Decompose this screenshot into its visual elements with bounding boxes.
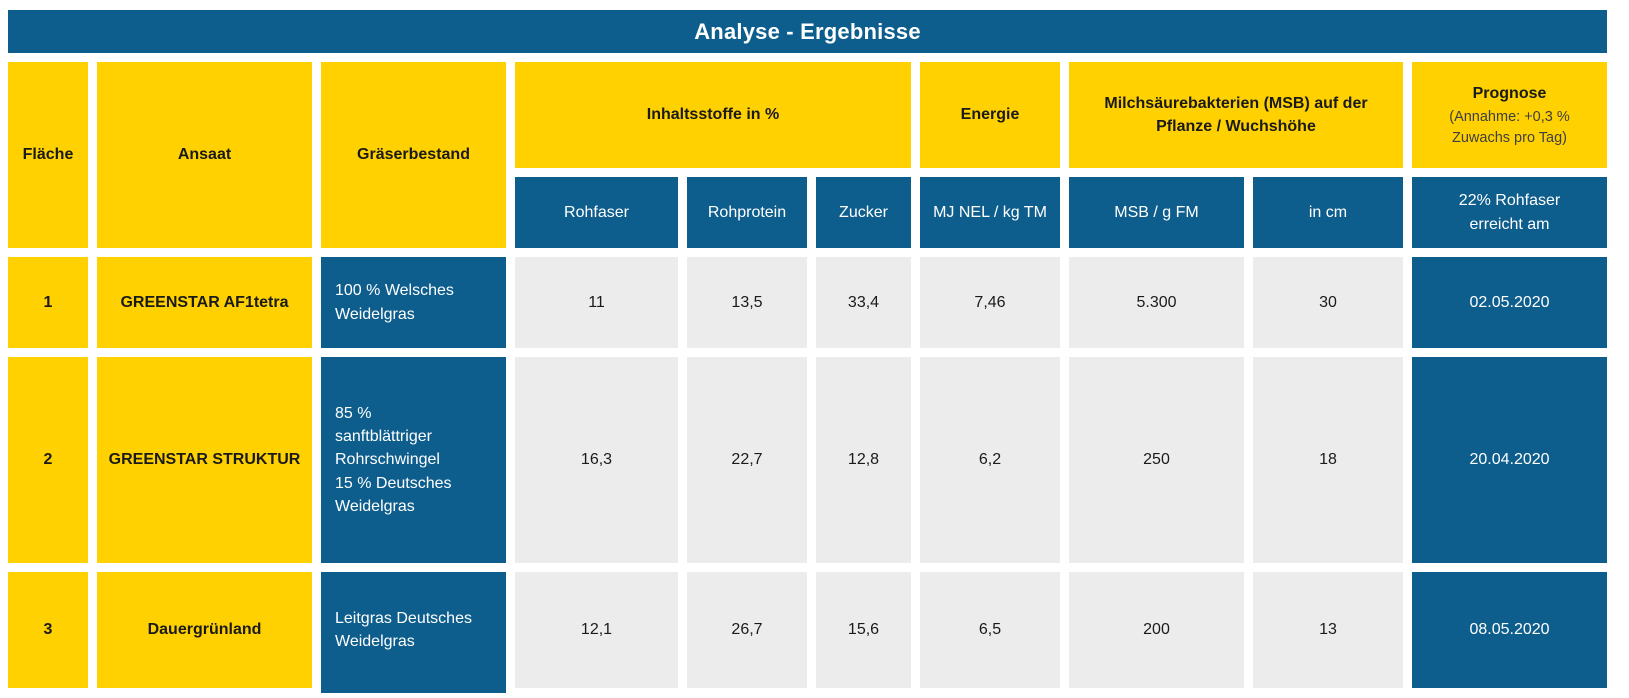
results-grid: Fläche Ansaat Gräserbestand Inhaltsstoff…: [8, 62, 1607, 688]
row2-flaeche: 2: [8, 357, 88, 563]
row3-prognose-datum: 08.05.2020: [1412, 572, 1607, 688]
group-header-prognose: Prognose (Annahme: +0,3 % Zuwachs pro Ta…: [1412, 62, 1607, 168]
row3-wuchshoehe: 13: [1253, 572, 1403, 688]
row3-graeserbestand: Leitgras Deutsches Weidelgras: [321, 572, 506, 688]
row2-msb: 250: [1069, 357, 1244, 563]
row1-wuchshoehe: 30: [1253, 257, 1403, 348]
subheader-rohfaser: Rohfaser: [515, 177, 678, 248]
row1-energie: 7,46: [920, 257, 1060, 348]
group-header-msb: Milchsäurebakterien (MSB) auf der Pflanz…: [1069, 62, 1403, 168]
row2-prognose-datum: 20.04.2020: [1412, 357, 1607, 563]
row2-ansaat: GREENSTAR STRUKTUR: [97, 357, 312, 563]
subheader-msb-g-fm: MSB / g FM: [1069, 177, 1244, 248]
row3-flaeche: 3: [8, 572, 88, 688]
row3-rohfaser: 12,1: [515, 572, 678, 688]
row1-rohprotein: 13,5: [687, 257, 807, 348]
row2-zucker: 12,8: [816, 357, 911, 563]
subheader-in-cm: in cm: [1253, 177, 1403, 248]
row3-rohprotein: 26,7: [687, 572, 807, 688]
row1-msb: 5.300: [1069, 257, 1244, 348]
header-cell-flaeche: Fläche: [8, 62, 88, 248]
row3-energie: 6,5: [920, 572, 1060, 688]
row1-prognose-datum: 02.05.2020: [1412, 257, 1607, 348]
row1-ansaat: GREENSTAR AF1tetra: [97, 257, 312, 348]
row3-zucker: 15,6: [816, 572, 911, 688]
row3-msb: 200: [1069, 572, 1244, 688]
row2-rohfaser: 16,3: [515, 357, 678, 563]
analysis-table: Analyse - Ergebnisse Fläche Ansaat Gräse…: [8, 10, 1607, 688]
row2-rohprotein: 22,7: [687, 357, 807, 563]
header-cell-ansaat: Ansaat: [97, 62, 312, 248]
row1-zucker: 33,4: [816, 257, 911, 348]
row1-rohfaser: 11: [515, 257, 678, 348]
row2-graeserbestand: 85 % sanftblättriger Rohrschwingel 15 % …: [321, 357, 506, 563]
row2-wuchshoehe: 18: [1253, 357, 1403, 563]
prognose-assumption: (Annahme: +0,3 % Zuwachs pro Tag): [1449, 109, 1570, 146]
row1-flaeche: 1: [8, 257, 88, 348]
group-header-energie: Energie: [920, 62, 1060, 168]
page-title: Analyse - Ergebnisse: [8, 10, 1607, 53]
row2-energie: 6,2: [920, 357, 1060, 563]
subheader-zucker: Zucker: [816, 177, 911, 248]
subheader-rohfaser-erreicht: 22% Rohfaser erreicht am: [1412, 177, 1607, 248]
header-cell-graeserbestand: Gräserbestand: [321, 62, 506, 248]
subheader-rohprotein: Rohprotein: [687, 177, 807, 248]
group-header-inhaltsstoffe: Inhaltsstoffe in %: [515, 62, 911, 168]
prognose-label: Prognose: [1472, 85, 1547, 103]
subheader-mj-nel: MJ NEL / kg TM: [920, 177, 1060, 248]
row1-graeserbestand: 100 % Welsches Weidelgras: [321, 257, 506, 348]
row3-ansaat: Dauergrünland: [97, 572, 312, 688]
